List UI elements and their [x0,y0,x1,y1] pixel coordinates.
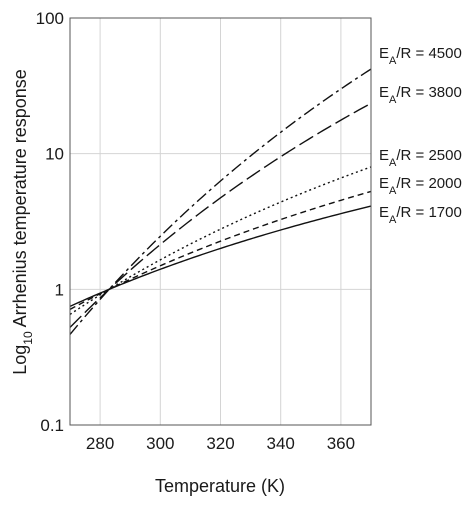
axis-ticks: 280 300 320 340 360 0.1 1 10 100 [36,9,355,453]
x-axis-title: Temperature (K) [155,476,285,496]
series-label-2000: EA/R = 2000 [379,175,462,197]
series-lines [69,68,372,335]
grid [70,18,371,425]
y-tick-label: 10 [45,145,64,164]
series-label-1700: EA/R = 1700 [379,204,462,226]
y-tick-label: 1 [55,280,64,299]
x-tick-label: 280 [86,434,114,453]
series-line-2000 [69,190,372,310]
series-line-1700 [69,205,372,308]
x-tick-label: 320 [206,434,234,453]
y-tick-label: 0.1 [40,416,64,435]
series-line-4500 [69,68,372,335]
series-label-3800: EA/R = 3800 [379,84,462,106]
series-line-3800 [69,102,372,328]
series-labels: EA/R = 4500 EA/R = 3800 EA/R = 2500 EA/R = … [379,45,462,226]
y-axis-title: Log10 Arrhenius temperature response [10,69,35,375]
y-axis-title-prefix: Log [10,345,30,375]
x-tick-label: 340 [267,434,295,453]
y-axis-title-rest: Arrhenius temperature response [10,69,30,331]
series-label-2500: EA/R = 2500 [379,147,462,169]
x-tick-label: 300 [146,434,174,453]
y-axis-title-subscript: 10 [21,331,35,345]
series-label-4500: EA/R = 4500 [379,45,462,67]
y-tick-label: 100 [36,9,64,28]
x-tick-label: 360 [327,434,355,453]
plot-frame [69,17,372,426]
